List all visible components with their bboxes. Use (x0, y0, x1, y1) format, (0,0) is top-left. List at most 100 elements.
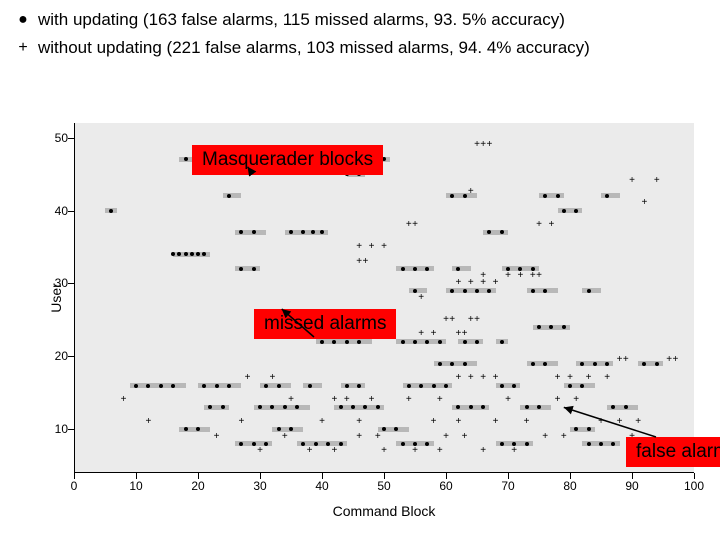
data-dot (562, 325, 566, 329)
x-tick-label: 10 (129, 479, 142, 493)
data-dot (363, 405, 367, 409)
masquerader-block (601, 193, 620, 198)
x-axis-label: Command Block (333, 503, 436, 519)
data-plus: + (344, 395, 350, 405)
data-dot (339, 442, 343, 446)
masquerader-block (130, 383, 186, 388)
data-plus: + (356, 242, 362, 252)
data-dot (184, 427, 188, 431)
data-dot (463, 289, 467, 293)
y-tick-mark (68, 356, 74, 357)
data-dot (525, 442, 529, 446)
legend-label-2: without updating (221 false alarms, 103 … (38, 38, 590, 58)
x-tick-mark (74, 473, 75, 479)
data-plus: + (604, 373, 610, 383)
data-plus: + (375, 432, 381, 442)
masquerader-block (303, 383, 322, 388)
x-tick-mark (198, 473, 199, 479)
data-dot (543, 289, 547, 293)
data-dot (456, 405, 460, 409)
x-tick-mark (260, 473, 261, 479)
data-plus: + (418, 293, 424, 303)
data-plus: + (536, 271, 542, 281)
data-dot (425, 267, 429, 271)
data-plus: + (468, 187, 474, 197)
data-dot (500, 340, 504, 344)
data-dot (345, 384, 349, 388)
data-plus: + (468, 315, 474, 325)
x-tick-mark (446, 473, 447, 479)
data-dot (289, 230, 293, 234)
data-dot (171, 252, 175, 256)
masquerader-block (254, 405, 310, 410)
data-plus: + (493, 417, 499, 427)
y-tick-mark (68, 211, 74, 212)
x-tick-mark (570, 473, 571, 479)
data-plus: + (524, 417, 530, 427)
data-dot (311, 230, 315, 234)
x-tick-label: 100 (684, 479, 704, 493)
data-plus: + (548, 220, 554, 230)
data-dot (252, 442, 256, 446)
data-dot (252, 267, 256, 271)
plus-marker: + (14, 39, 32, 57)
data-plus: + (145, 417, 151, 427)
data-dot (357, 384, 361, 388)
data-dot (525, 405, 529, 409)
x-tick-mark (136, 473, 137, 479)
data-plus: + (288, 395, 294, 405)
data-dot (475, 289, 479, 293)
data-dot (146, 384, 150, 388)
data-plus: + (455, 329, 461, 339)
data-dot (171, 384, 175, 388)
data-dot (549, 325, 553, 329)
data-dot (252, 230, 256, 234)
masquerader-block (223, 193, 242, 198)
data-dot (109, 209, 113, 213)
data-dot (463, 194, 467, 198)
data-dot (177, 252, 181, 256)
data-plus: + (672, 355, 678, 365)
x-tick-label: 30 (253, 479, 266, 493)
data-dot (239, 230, 243, 234)
data-dot (326, 442, 330, 446)
legend-label-1: with updating (163 false alarms, 115 mis… (38, 10, 565, 30)
y-axis-line (74, 123, 75, 473)
data-plus: + (418, 329, 424, 339)
data-plus: + (369, 395, 375, 405)
legend-row-noupdating: + without updating (221 false alarms, 10… (14, 34, 706, 62)
data-dot (239, 267, 243, 271)
data-dot (587, 289, 591, 293)
data-dot (382, 427, 386, 431)
data-dot (543, 362, 547, 366)
data-dot (568, 384, 572, 388)
data-plus: + (431, 417, 437, 427)
data-dot (537, 325, 541, 329)
data-plus: + (617, 417, 623, 427)
data-plus: + (269, 373, 275, 383)
data-dot (258, 405, 262, 409)
data-dot (221, 405, 225, 409)
data-plus: + (536, 220, 542, 230)
data-dot (531, 289, 535, 293)
data-dot (264, 442, 268, 446)
x-tick-mark (632, 473, 633, 479)
y-tick-label: 40 (44, 204, 68, 218)
data-dot (345, 340, 349, 344)
data-plus: + (462, 329, 468, 339)
data-plus: + (121, 395, 127, 405)
data-dot (196, 252, 200, 256)
data-dot (270, 405, 274, 409)
data-dot (308, 384, 312, 388)
data-dot (574, 209, 578, 213)
data-dot (500, 230, 504, 234)
data-plus: + (406, 395, 412, 405)
data-dot (556, 194, 560, 198)
data-plus: + (493, 373, 499, 383)
data-plus: + (406, 220, 412, 230)
data-dot (413, 267, 417, 271)
data-dot (351, 405, 355, 409)
x-tick-mark (384, 473, 385, 479)
x-tick-mark (508, 473, 509, 479)
data-plus: + (356, 432, 362, 442)
